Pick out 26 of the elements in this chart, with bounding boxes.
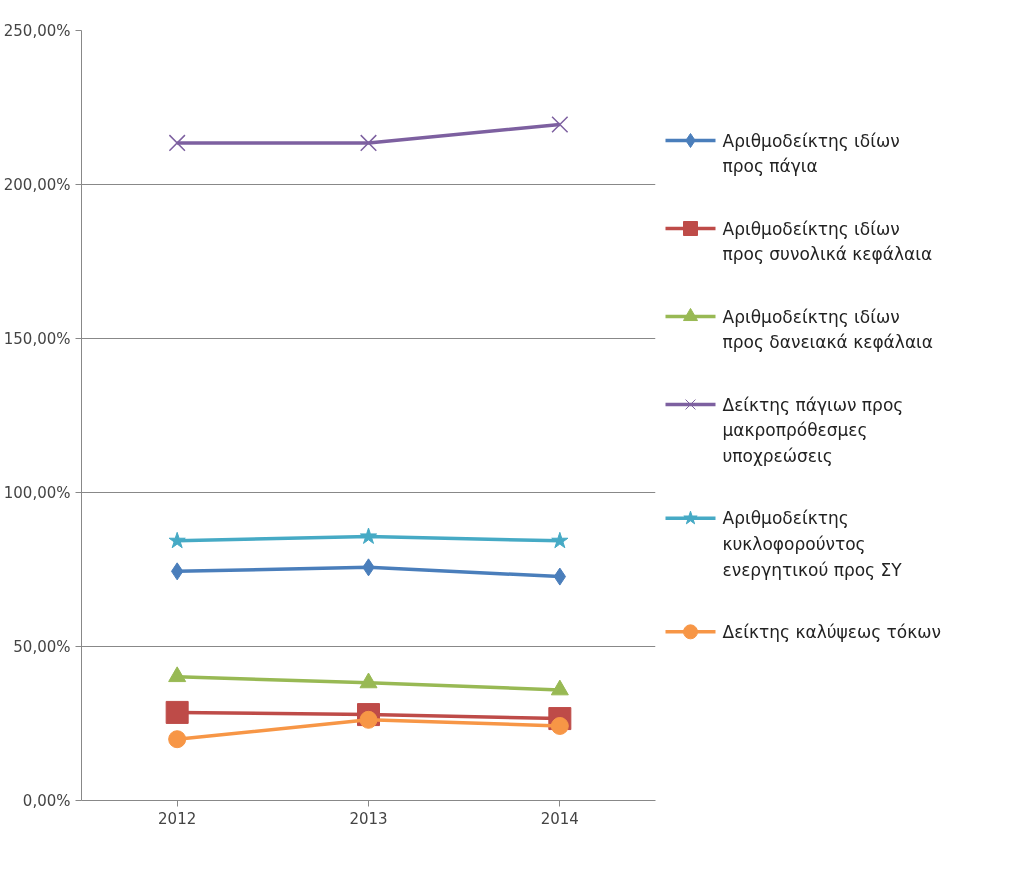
point (165, 700, 189, 724)
point (359, 672, 378, 689)
y-tick-label: 150,00% (3, 329, 71, 348)
y-tick-label: 50,00% (13, 637, 71, 656)
point (359, 527, 378, 544)
x-tick-label: 2014 (540, 809, 579, 828)
legend-label: Αριθμοδείκτης ιδίων προς δανειακά κεφάλαια (722, 306, 934, 353)
legend-label: Αριθμοδείκτης κυκλοφορούντος ενεργητικού προς ΣΥ (722, 508, 903, 580)
point (168, 531, 186, 549)
y-tick-label: 250,00% (3, 21, 71, 40)
point (359, 134, 378, 152)
legend-label: Αριθμοδείκτης ιδίων προς συνολικά κεφάλαια (722, 218, 933, 265)
point (551, 115, 569, 133)
point (168, 730, 187, 749)
legend-label: Δείκτης πάγιων προς μακροπρόθεσμες υποχρεώσεις (722, 394, 904, 466)
point (168, 134, 186, 152)
x-tick-label: 2013 (349, 809, 388, 828)
x-tick-label: 2012 (158, 809, 197, 828)
y-tick-label: 100,00% (3, 483, 71, 502)
point (550, 679, 569, 696)
y-tick-label: 200,00% (3, 175, 71, 194)
point (551, 531, 569, 549)
legend-label: Δείκτης καλύψεως τόκων (722, 621, 942, 642)
y-tick-label: 0,00% (22, 791, 71, 810)
point (168, 666, 187, 683)
legend-label: Αριθμοδείκτης ιδίων προς πάγια (722, 130, 900, 177)
